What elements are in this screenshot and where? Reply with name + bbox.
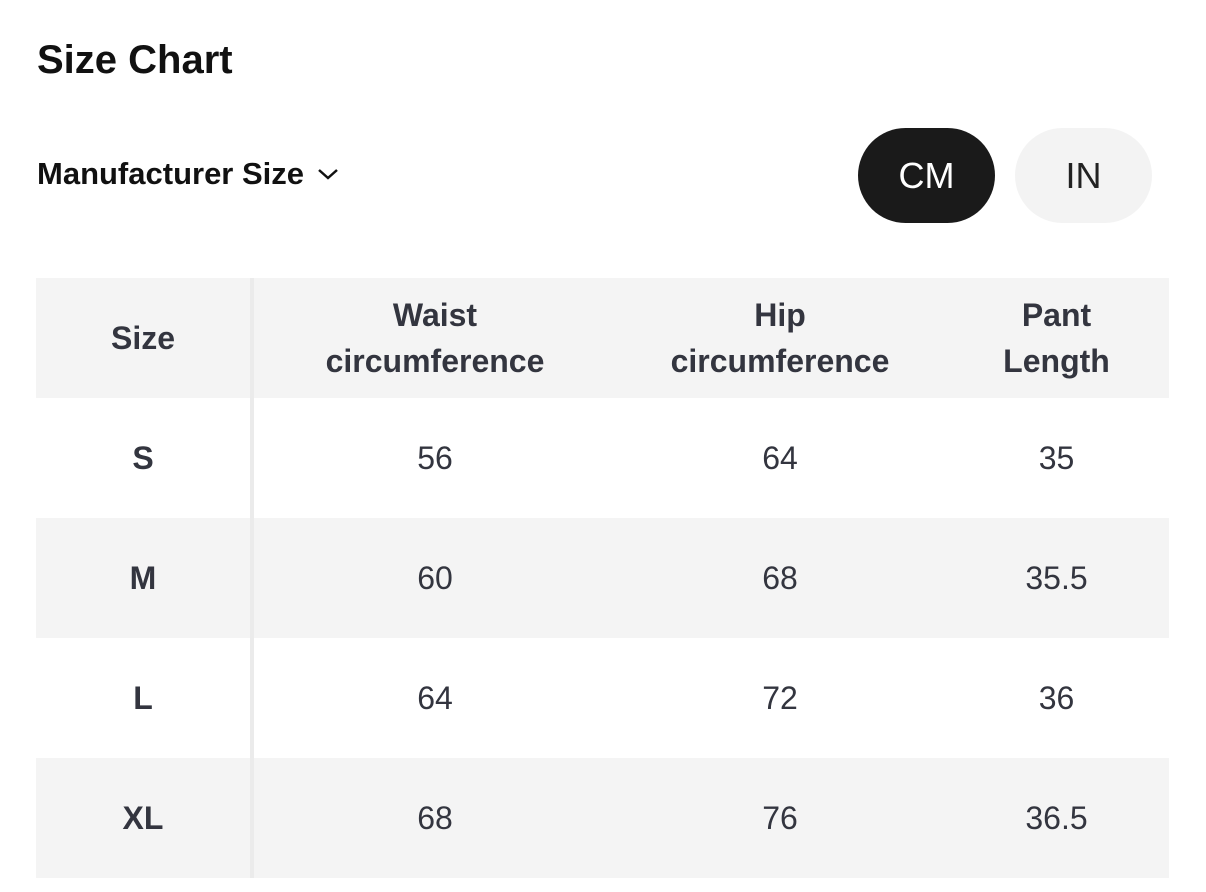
table-header-row: Size Waist circumference Hip circumference… — [36, 278, 1169, 398]
hip-cell: 76 — [762, 800, 798, 836]
pant-length-cell: 35 — [1038, 440, 1075, 476]
chevron-down-icon — [318, 169, 338, 180]
table-row: XL 68 76 36.5 — [36, 758, 1169, 878]
hip-cell: 64 — [762, 440, 798, 476]
unit-in-button[interactable]: IN — [1015, 128, 1152, 223]
waist-cell: 64 — [417, 680, 453, 716]
hip-cell: 72 — [762, 680, 798, 716]
manufacturer-size-dropdown[interactable]: Manufacturer Size — [37, 156, 340, 192]
page-title: Size Chart — [37, 38, 233, 82]
waist-cell: 60 — [417, 560, 453, 596]
header-hip-line1: Hip — [754, 297, 806, 333]
size-cell: S — [36, 398, 254, 518]
size-table: Size Waist circumference Hip circumference… — [36, 278, 1169, 878]
header-waist-line2: circumference — [325, 343, 545, 379]
hip-cell: 68 — [762, 560, 798, 596]
header-pant-line2: Length — [1003, 343, 1110, 379]
pant-length-cell: 36.5 — [1025, 800, 1088, 836]
pant-length-cell: 36 — [1038, 680, 1075, 716]
header-pant-line1: Pant — [1021, 297, 1092, 333]
size-cell: XL — [36, 758, 254, 878]
waist-cell: 68 — [417, 800, 453, 836]
waist-cell: 56 — [417, 440, 453, 476]
table-row: M 60 68 35.5 — [36, 518, 1169, 638]
header-hip-line2: circumference — [670, 343, 890, 379]
header-hip: Hip circumference — [616, 278, 944, 398]
table-row: S 56 64 35 — [36, 398, 1169, 518]
unit-cm-button[interactable]: CM — [858, 128, 995, 223]
size-cell: L — [36, 638, 254, 758]
manufacturer-size-label: Manufacturer Size — [37, 156, 305, 191]
pant-length-cell: 35.5 — [1025, 560, 1088, 596]
table-row: L 64 72 36 — [36, 638, 1169, 758]
header-size: Size — [36, 278, 254, 398]
header-waist: Waist circumference — [254, 278, 616, 398]
header-waist-line1: Waist — [392, 297, 478, 333]
size-cell: M — [36, 518, 254, 638]
header-pant-length: Pant Length — [944, 278, 1169, 398]
